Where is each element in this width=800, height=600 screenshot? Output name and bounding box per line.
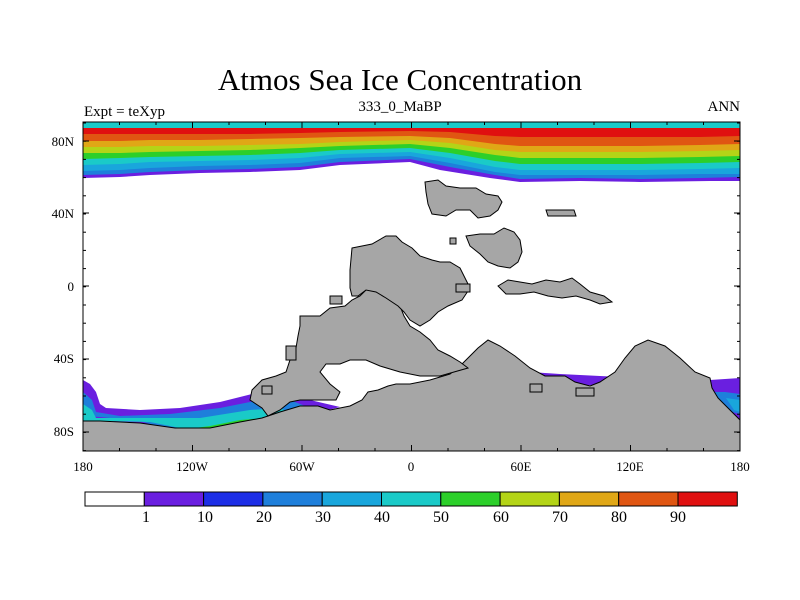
colorbar-swatch <box>677 491 738 507</box>
colorbar-swatch <box>499 491 560 507</box>
map-plot-area <box>83 122 740 451</box>
island <box>285 345 297 361</box>
colorbar <box>84 491 738 507</box>
lon-tick-label: 120W <box>176 459 208 474</box>
colorbar-swatch <box>440 491 501 507</box>
africa-eurasia <box>349 235 471 327</box>
map-subtitle: 333_0_MaBP <box>358 99 442 115</box>
colorbar-swatch <box>203 491 264 507</box>
map-title: Atmos Sea Ice Concentration <box>217 62 583 97</box>
colorbar-label: 10 <box>197 509 213 526</box>
colorbar-swatch <box>381 491 442 507</box>
lat-tick-label: 0 <box>67 279 75 294</box>
colorbar-swatch <box>558 491 620 507</box>
ice-band <box>83 128 740 137</box>
colorbar-swatch <box>84 491 145 507</box>
land-masses <box>83 179 740 451</box>
lon-tick-label: 180 <box>730 459 750 474</box>
continent-block <box>465 227 523 269</box>
colorbar-swatch <box>262 491 323 507</box>
axis-ticks <box>82 122 741 452</box>
colorbar-swatch <box>143 491 205 507</box>
experiment-label: Expt = teXyp <box>84 104 165 120</box>
lon-tick-label: 60W <box>289 459 315 474</box>
colorbar-label: 60 <box>493 509 509 526</box>
continent-block <box>424 179 503 219</box>
island <box>575 387 595 397</box>
arctic-sea-ice <box>83 122 740 182</box>
island <box>455 283 471 293</box>
ice-band <box>726 398 740 412</box>
colorbar-label: 80 <box>611 509 627 526</box>
colorbar-swatch <box>321 491 383 507</box>
lat-tick-label: 40S <box>53 351 74 366</box>
colorbar-label: 1 <box>142 509 150 526</box>
lat-tick-label: 80N <box>51 134 74 149</box>
lat-tick-label: 40N <box>51 206 74 221</box>
season-label: ANN <box>707 99 741 115</box>
colorbar-swatch <box>618 491 679 507</box>
colorbar-label: 90 <box>670 509 686 526</box>
lon-tick-label: 180 <box>73 459 93 474</box>
lon-tick-label: 60E <box>510 459 532 474</box>
island <box>329 295 343 305</box>
colorbar-label: 70 <box>552 509 568 526</box>
colorbar-label: 30 <box>315 509 331 526</box>
continent-block <box>497 277 614 305</box>
lat-tick-label: 80S <box>53 424 74 439</box>
lon-tick-label: 0 <box>407 459 415 474</box>
island <box>529 383 543 393</box>
island <box>261 385 273 395</box>
island <box>545 209 577 217</box>
colorbar-label: 20 <box>256 509 272 526</box>
island <box>449 237 457 245</box>
antarctic-landmass <box>83 339 740 451</box>
lon-tick-label: 120E <box>616 459 644 474</box>
colorbar-label: 50 <box>433 509 449 526</box>
colorbar-label: 40 <box>374 509 390 526</box>
